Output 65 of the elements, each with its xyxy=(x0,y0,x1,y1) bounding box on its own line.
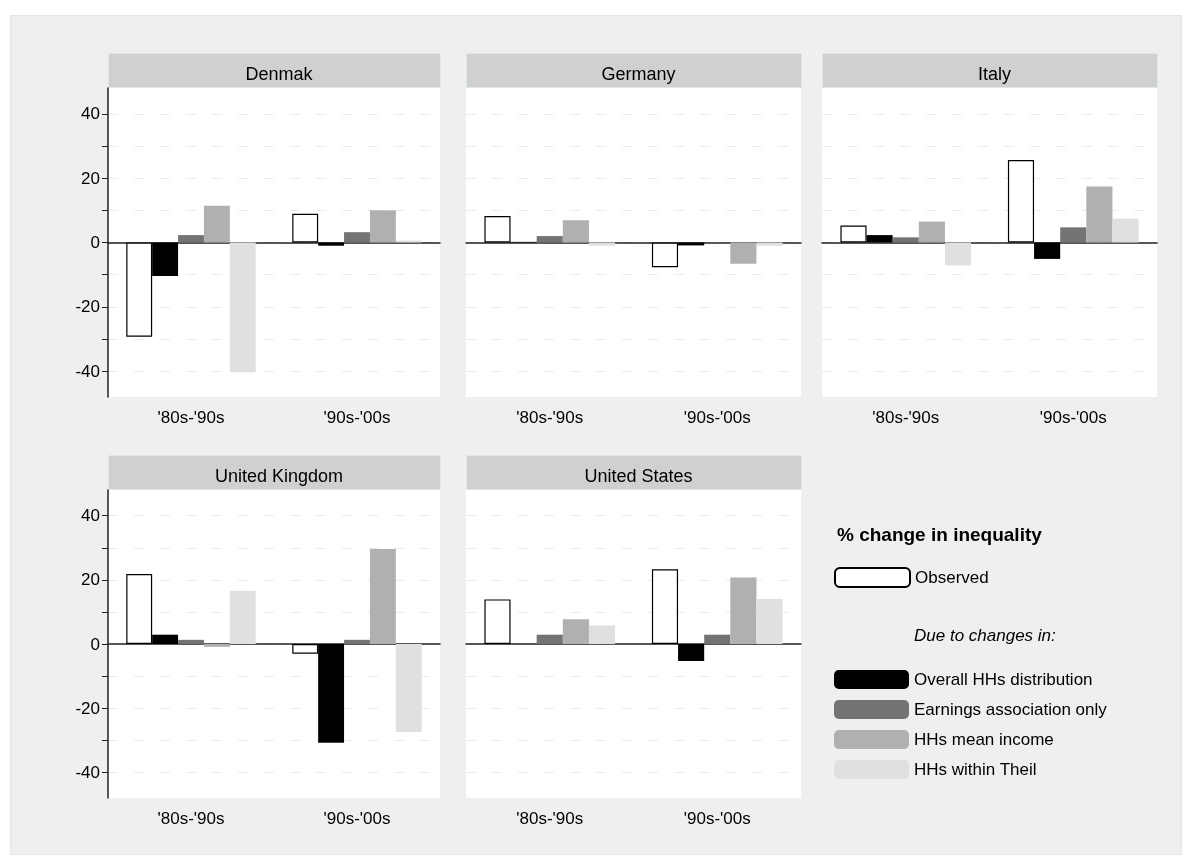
y-tick-label: 40 xyxy=(81,506,100,526)
x-tick-label: '80s-'90s xyxy=(872,408,940,427)
x-tick-label: '90s-'00s xyxy=(323,408,391,427)
bar xyxy=(651,569,679,644)
bar xyxy=(318,242,345,246)
bar xyxy=(344,639,370,644)
y-tick-label: 20 xyxy=(81,168,100,188)
x-tick-label: '80s-'90s xyxy=(516,809,584,828)
bar xyxy=(892,237,919,243)
bar xyxy=(704,634,731,644)
bar xyxy=(944,242,972,266)
x-tick-label: '80s-'90s xyxy=(157,809,225,828)
bar xyxy=(369,210,396,243)
legend-title: % change in inequality xyxy=(837,524,1043,545)
bar xyxy=(536,236,563,243)
bar xyxy=(369,549,396,644)
legend-label: Overall HHs distribution xyxy=(914,670,1093,689)
legend-label: HHs mean income xyxy=(914,730,1054,749)
bar xyxy=(178,639,204,644)
bar xyxy=(292,213,319,243)
text: Due to changes in: xyxy=(914,626,1057,645)
bar xyxy=(229,242,256,373)
bar xyxy=(344,232,370,243)
x-tick-label: '90s-'00s xyxy=(1039,408,1107,427)
chart-title: Germany xyxy=(601,64,676,84)
legend-label: HHs within Theil xyxy=(914,760,1037,779)
x-tick-label: '80s-'90s xyxy=(516,408,584,427)
y-tick-label: -20 xyxy=(75,297,100,317)
chart-title: Denmak xyxy=(245,64,314,84)
bar xyxy=(562,619,589,644)
y-tick-label: 20 xyxy=(81,570,100,590)
y-tick-label: 0 xyxy=(90,634,100,654)
x-tick-label: '90s-'00s xyxy=(323,809,391,828)
y-tick-label: -40 xyxy=(75,361,100,381)
x-tick-label: '90s-'00s xyxy=(683,809,751,828)
chart-title: United States xyxy=(584,466,693,486)
bar xyxy=(756,242,783,246)
bar xyxy=(588,242,616,246)
chart-title: Italy xyxy=(977,64,1012,84)
bar xyxy=(588,625,616,644)
bar xyxy=(1086,186,1113,243)
bar xyxy=(203,644,230,647)
bar xyxy=(730,242,757,264)
legend-label: Earnings association only xyxy=(914,700,1108,719)
bar xyxy=(562,220,589,243)
bar xyxy=(1007,160,1035,243)
y-tick-label: -20 xyxy=(75,698,100,718)
y-tick-label: 0 xyxy=(90,233,100,252)
bar xyxy=(1060,227,1087,243)
bar xyxy=(484,599,511,644)
chart-title: United Kingdom xyxy=(214,466,344,486)
bar xyxy=(178,235,204,243)
y-tick-label: 40 xyxy=(81,104,100,124)
legend-label: Observed xyxy=(915,568,989,587)
x-tick-label: '90s-'00s xyxy=(683,408,751,427)
bar xyxy=(229,590,256,644)
x-tick-label: '80s-'90s xyxy=(157,408,225,427)
y-tick-label: -40 xyxy=(75,762,100,782)
bar xyxy=(1034,242,1061,259)
bar xyxy=(536,634,563,644)
bar xyxy=(918,221,945,243)
bar xyxy=(730,577,757,644)
bar xyxy=(678,644,705,661)
bar xyxy=(203,205,230,243)
bar xyxy=(1112,218,1139,243)
